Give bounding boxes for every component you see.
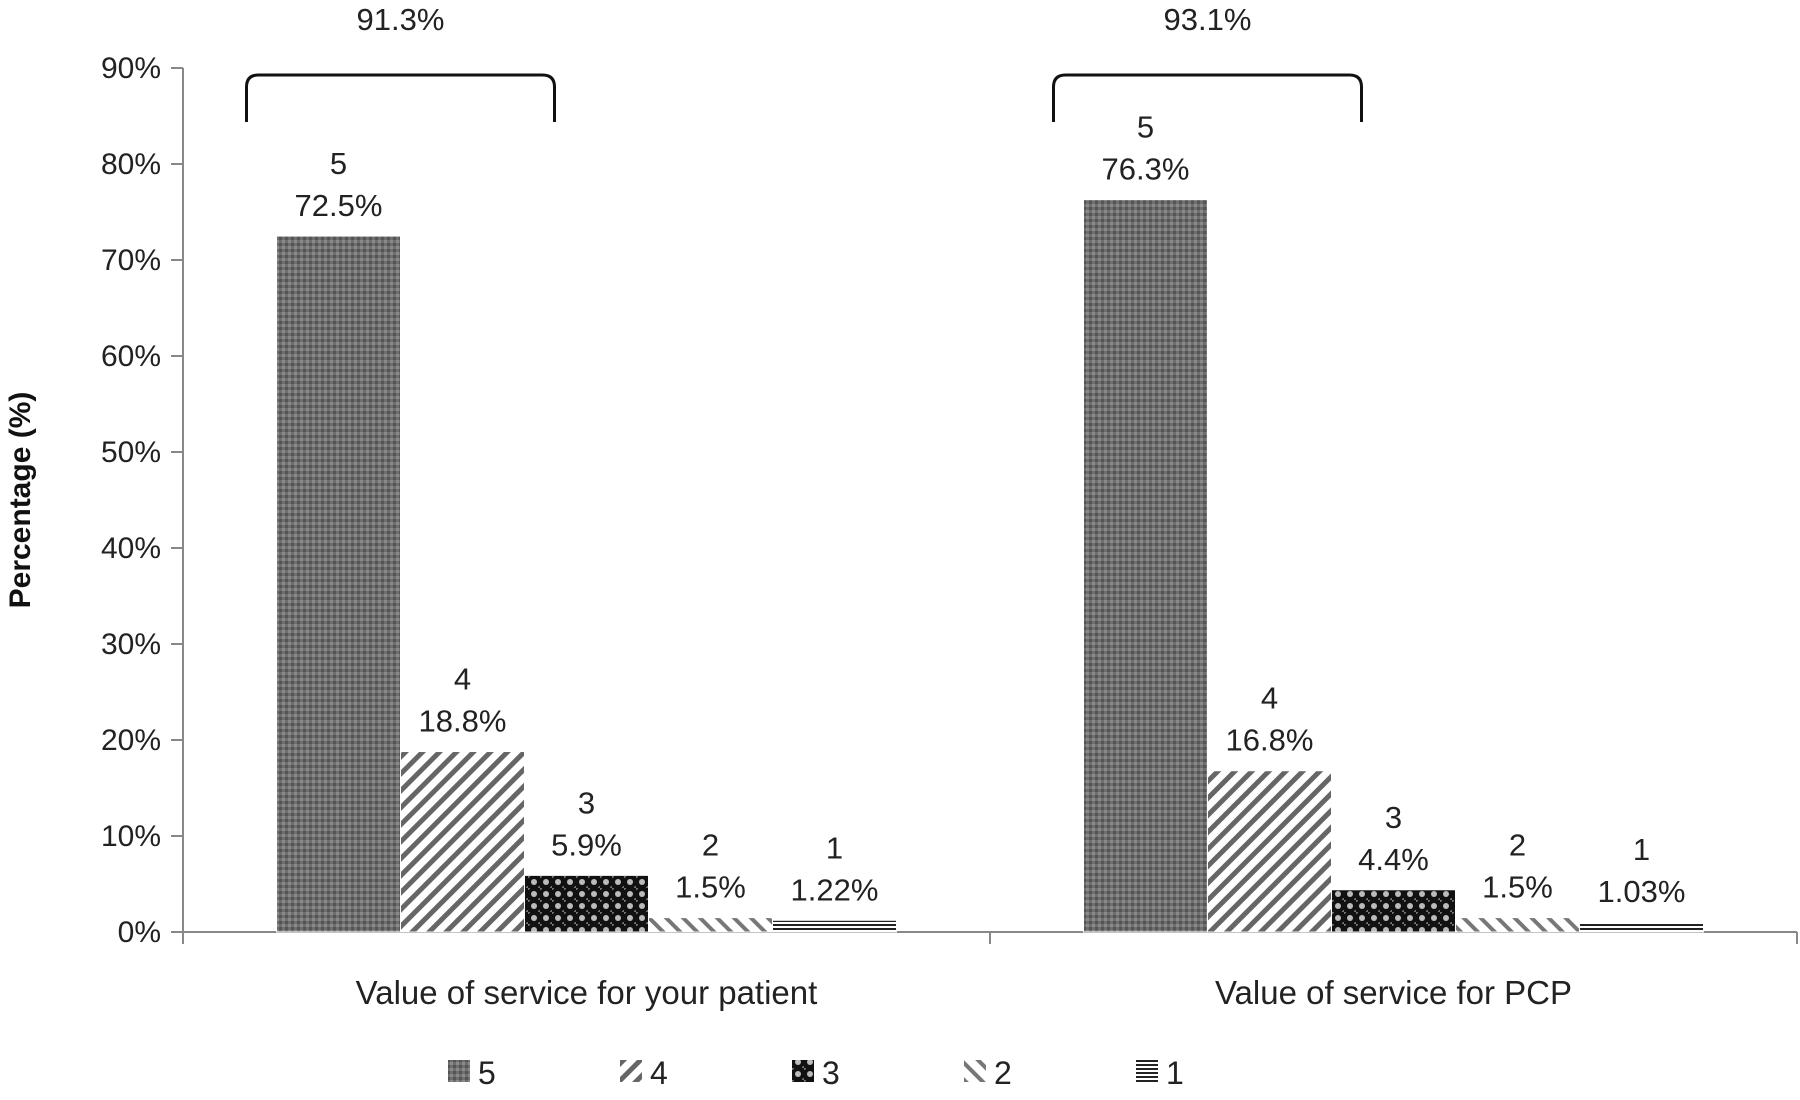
legend: 5 4 3 2 1 <box>448 1055 1184 1091</box>
y-tick-label: 30% <box>101 628 161 661</box>
legend-swatch-1 <box>1136 1060 1158 1082</box>
legend-swatch-5 <box>448 1060 470 1082</box>
bracket-total-label: 93.1% <box>1164 2 1252 37</box>
y-tick-label: 70% <box>101 244 161 277</box>
x-axis: Value of service for your patient Value o… <box>182 931 1798 1011</box>
bracket <box>245 73 556 122</box>
legend-label-5: 5 <box>478 1055 496 1091</box>
bar-value-label: 72.5% <box>295 188 383 223</box>
bar-series-label: 3 <box>578 785 595 820</box>
y-axis: 0% 10% 20% 30% 40% 50% 60% 70% 80% 90% <box>101 52 184 949</box>
bar-series-4 <box>1207 770 1332 933</box>
bar-series-label: 2 <box>1509 828 1526 863</box>
y-tick-label: 90% <box>101 52 161 85</box>
bar-value-label: 1.5% <box>675 870 746 905</box>
bar-series-label: 1 <box>1633 832 1650 867</box>
y-axis-title: Percentage (%) <box>4 392 37 609</box>
bar-series-label: 1 <box>826 830 843 865</box>
bar-series-4 <box>400 751 525 933</box>
y-tick-label: 50% <box>101 436 161 469</box>
legend-label-2: 2 <box>994 1055 1012 1091</box>
category-label: Value of service for your patient <box>356 974 818 1011</box>
bracket <box>1052 73 1363 122</box>
legend-label-3: 3 <box>822 1055 840 1091</box>
bars: 5 72.5% 4 18.8% 3 5.9% 2 1.5% 1 1.22% 5 76.3% 4 16.8%… <box>276 110 1704 933</box>
y-tick-label: 0% <box>118 916 161 949</box>
bar-series-1 <box>772 919 897 933</box>
bar-series-label: 3 <box>1385 800 1402 835</box>
bar-series-2 <box>1455 917 1580 933</box>
y-tick-label: 60% <box>101 340 161 373</box>
legend-label-4: 4 <box>650 1055 668 1091</box>
bar-series-label: 5 <box>330 146 347 181</box>
bar-series-1 <box>1579 921 1704 933</box>
bracket-total-label: 91.3% <box>357 2 445 37</box>
bar-value-label: 1.03% <box>1598 874 1686 909</box>
legend-label-1: 1 <box>1166 1055 1184 1091</box>
legend-swatch-2 <box>964 1060 986 1082</box>
bar-series-3 <box>1331 889 1456 933</box>
bar-series-label: 4 <box>1261 681 1278 716</box>
y-tick-label: 40% <box>101 532 161 565</box>
y-tick-label: 20% <box>101 724 161 757</box>
bar-value-label: 1.5% <box>1482 870 1553 905</box>
bar-series-label: 2 <box>702 828 719 863</box>
bar-value-label: 4.4% <box>1358 842 1429 877</box>
bar-series-5 <box>276 235 401 933</box>
bar-series-5 <box>1083 199 1208 933</box>
legend-swatch-3 <box>792 1060 814 1082</box>
brackets: 91.3% 93.1% <box>245 2 1363 122</box>
bar-value-label: 5.9% <box>551 827 622 862</box>
bar-value-label: 76.3% <box>1102 152 1190 187</box>
y-tick-label: 10% <box>101 820 161 853</box>
legend-swatch-4 <box>620 1060 642 1082</box>
bar-series-label: 4 <box>454 662 471 697</box>
bar-value-label: 1.22% <box>791 872 879 907</box>
bar-series-2 <box>648 917 773 933</box>
bar-series-label: 5 <box>1137 110 1154 145</box>
bar-value-label: 16.8% <box>1226 723 1314 758</box>
y-tick-label: 80% <box>101 148 161 181</box>
bar-value-label: 18.8% <box>419 704 507 739</box>
category-label: Value of service for PCP <box>1215 974 1572 1011</box>
bar-series-3 <box>524 874 649 933</box>
